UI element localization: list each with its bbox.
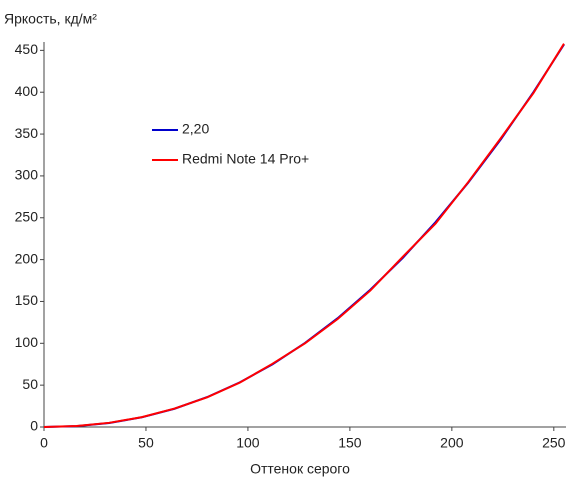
line-series [43,43,565,428]
y-tick-label: 300 [15,167,39,183]
y-tick-label: 250 [15,208,39,224]
y-tick-label: 0 [30,418,38,434]
y-tick-label: 400 [15,83,39,99]
x-tick-label: 150 [338,435,362,451]
y-axis-label: Яркость, кд/м² [4,11,97,27]
y-tick-label: 100 [15,334,39,350]
x-tick-label: 100 [236,435,260,451]
y-tick-label: 200 [15,250,39,266]
x-axis-label: Оттенок серого [250,461,350,477]
x-tick-label: 50 [138,435,154,451]
legend-label: Redmi Note 14 Pro+ [182,151,309,167]
y-tick-label: 50 [22,376,38,392]
y-tick-label: 350 [15,125,39,141]
y-tick-label: 450 [15,41,39,57]
y-tick-label: 150 [15,292,39,308]
legend-label: 2,20 [182,121,209,137]
x-tick-label: 200 [440,435,464,451]
x-tick-label: 0 [40,435,48,451]
line-series [43,43,565,428]
x-tick-label: 250 [542,435,566,451]
